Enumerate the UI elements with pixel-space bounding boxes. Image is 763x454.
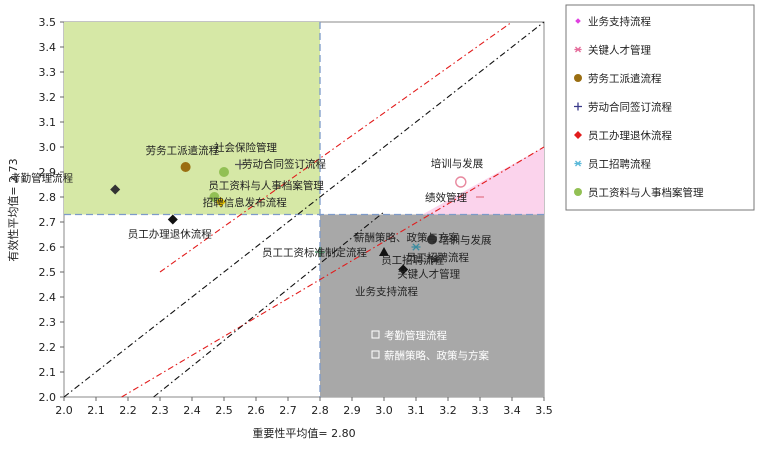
diagonal-red-lower [121, 146, 545, 398]
x-tick-label: 2.2 [119, 404, 137, 417]
diagonal-black-lower [153, 211, 385, 398]
quadrant-top-left [64, 22, 320, 215]
plot-area [63, 21, 545, 398]
x-tick-label: 3.0 [375, 404, 393, 417]
y-tick-label: 2.2 [39, 341, 57, 354]
x-tick-label: 2.0 [55, 404, 73, 417]
diagonal-red-upper [159, 21, 513, 273]
x-tick-label: 2.1 [87, 404, 105, 417]
legend-label: 关键人才管理 [588, 44, 651, 57]
legend-marker [574, 46, 582, 53]
data-point [219, 167, 229, 177]
data-point-label: 劳动合同签订流程 [242, 158, 326, 171]
data-point-label: 员工资料与人事档案管理 [208, 179, 324, 192]
legend-label: 员工招聘流程 [588, 158, 651, 171]
annotation-label: 考勤管理流程 [384, 329, 447, 342]
data-point [180, 162, 191, 172]
y-tick-label: 2.8 [39, 191, 57, 204]
point-labels: 考勤管理流程 劳务工派遣流程社会保险管理劳动合同签订流程员工资料与人事档案管理招聘… [10, 141, 492, 362]
x-tick-label: 2.9 [343, 404, 361, 417]
triangle-region [422, 147, 544, 215]
data-point-label: 劳务工派遣流程 [146, 144, 220, 157]
data-point [209, 192, 220, 202]
x-tick-label: 2.7 [279, 404, 297, 417]
data-point-label: 员工办理退休流程 [128, 228, 212, 241]
y-tick-label: 2.7 [39, 216, 57, 229]
legend-label: 员工办理退休流程 [588, 129, 672, 142]
y-tick-label: 3.4 [39, 41, 57, 54]
y-tick-label: 2.5 [39, 266, 57, 279]
x-tick-label: 3.4 [503, 404, 521, 417]
y-tick-label: 3.0 [39, 141, 57, 154]
y-axis-title: 有效性平均值= 2.73 [6, 158, 20, 261]
legend-marker [574, 160, 582, 167]
x-tick-label: 3.3 [471, 404, 489, 417]
data-point [215, 197, 226, 207]
y-tick-label: 2.4 [39, 291, 57, 304]
data-point [110, 184, 121, 195]
data-point-label: 考勤管理流程 [10, 172, 73, 185]
x-tick-label: 3.1 [407, 404, 425, 417]
data-point [379, 247, 389, 256]
data-point [427, 234, 437, 245]
data-point-label: 员工招聘流程 [406, 251, 469, 264]
annotation-marker [371, 330, 380, 339]
y-tick-label: 3.2 [39, 91, 57, 104]
legend: 业务支持流程关键人才管理劳务工派遣流程劳动合同签订流程员工办理退休流程员工招聘流… [565, 4, 755, 211]
quadrant-bottom-right [320, 214, 544, 397]
data-point-label: 培训与发展 [439, 234, 492, 247]
legend-marker [575, 18, 581, 24]
legend-box [565, 4, 755, 211]
x-tick-label: 2.8 [311, 404, 329, 417]
legend-marker [574, 74, 582, 82]
reference-lines [63, 21, 545, 398]
data-point-label: 业务支持流程 [355, 285, 418, 298]
x-tick-label: 2.6 [247, 404, 265, 417]
legend-label: 劳务工派遣流程 [588, 72, 662, 85]
data-point [315, 247, 325, 257]
data-point-label: 员工工资标准制定流程 [262, 246, 367, 259]
data-point-label: 招聘信息发布流程 [203, 196, 287, 209]
y-tick-label: 2.1 [39, 366, 57, 379]
y-tick-label: 3.1 [39, 116, 57, 129]
legend-marker [574, 102, 582, 111]
data-points [110, 159, 484, 275]
y-tick-label: 2.3 [39, 316, 57, 329]
data-point [167, 214, 178, 225]
data-point [430, 255, 440, 264]
y-tick-label: 2.9 [39, 166, 57, 179]
x-tick-label: 3.2 [439, 404, 457, 417]
y-tick-label: 3.3 [39, 66, 57, 79]
y-tick-label: 2.0 [39, 391, 57, 404]
legend-label: 业务支持流程 [588, 15, 651, 28]
legend-label: 劳动合同签订流程 [588, 101, 672, 114]
data-point-label: 关键人才管理 [397, 268, 460, 281]
legend-label: 员工资料与人事档案管理 [588, 186, 704, 199]
x-axis-title: 重要性平均值= 2.80 [252, 426, 355, 440]
annotation-label: 薪酬策略、政策与方案 [384, 349, 489, 362]
x-tick-label: 2.5 [215, 404, 233, 417]
data-point-label: 员工招聘流程 [381, 254, 444, 267]
data-point-label: 培训与发展 [431, 157, 484, 170]
x-tick-label: 2.4 [183, 404, 201, 417]
y-tick-label: 3.5 [39, 16, 57, 29]
x-tick-label: 3.5 [535, 404, 553, 417]
data-point-label: 薪酬策略、政策与方案 [354, 231, 459, 244]
data-point [455, 176, 467, 188]
data-point [398, 264, 409, 275]
data-point-label: 绩效管理 [425, 191, 467, 204]
data-point-label: 社会保险管理 [214, 141, 277, 154]
data-point [235, 159, 245, 170]
legend-marker [574, 131, 582, 139]
x-tick-label: 2.3 [151, 404, 169, 417]
annotation-marker [371, 350, 380, 359]
legend-marker [574, 188, 582, 196]
y-tick-label: 2.6 [39, 241, 57, 254]
data-point [411, 243, 421, 251]
axes: 2.0 2.1 2.2 2.3 2.4 2.5 2.6 2.7 2.8 2.9 3.0 3.1 3.2 3… [39, 16, 553, 417]
